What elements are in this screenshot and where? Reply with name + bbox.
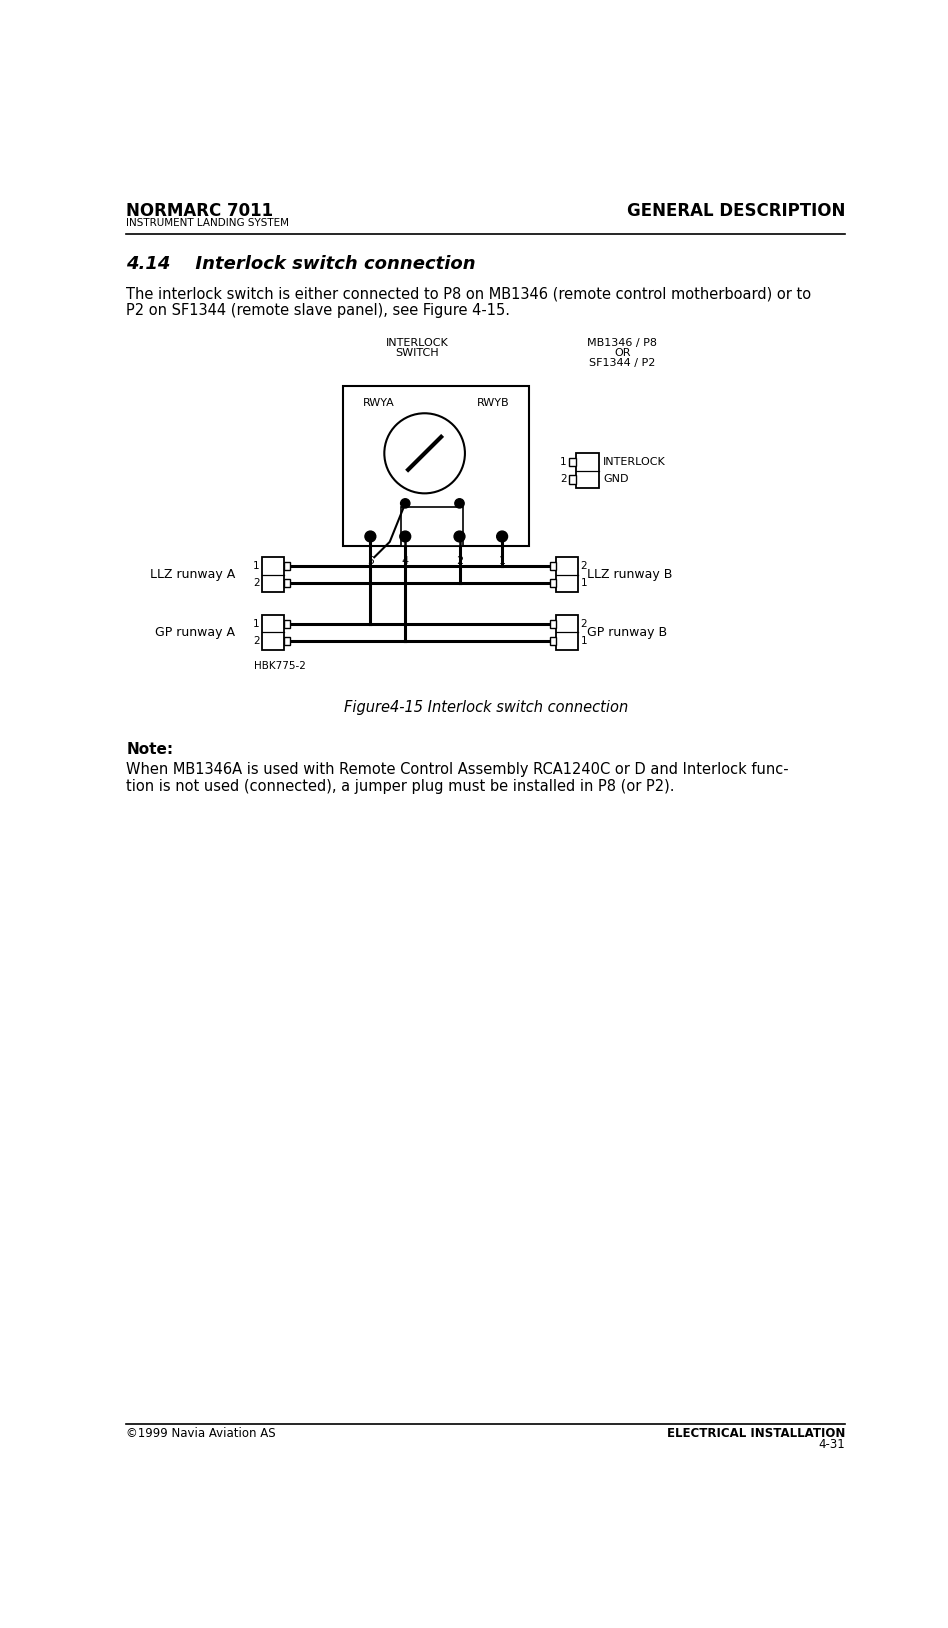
Text: 1: 1	[580, 637, 587, 646]
Text: MB1346 / P8: MB1346 / P8	[587, 339, 657, 348]
Text: SF1344 / P2: SF1344 / P2	[589, 358, 655, 368]
Bar	[343, 386, 529, 545]
Bar	[550, 580, 556, 588]
Text: Note:: Note:	[126, 742, 173, 757]
Circle shape	[497, 531, 507, 542]
Text: P2 on SF1344 (remote slave panel), see Figure 4-15.: P2 on SF1344 (remote slave panel), see F…	[126, 303, 510, 317]
Text: 5: 5	[367, 557, 374, 567]
Text: GND: GND	[603, 474, 629, 484]
Bar	[283, 637, 290, 645]
Text: LLZ runway A: LLZ runway A	[150, 568, 235, 581]
Text: NORMARC 7011: NORMARC 7011	[126, 202, 273, 220]
Text: Figure4-15 Interlock switch connection: Figure4-15 Interlock switch connection	[344, 700, 628, 715]
Text: 4: 4	[402, 557, 409, 567]
Circle shape	[365, 531, 375, 542]
Text: 4.14    Interlock switch connection: 4.14 Interlock switch connection	[126, 256, 476, 274]
Text: INTERLOCK: INTERLOCK	[603, 457, 665, 467]
Bar	[550, 562, 556, 570]
Circle shape	[401, 498, 410, 508]
Text: 2: 2	[456, 557, 463, 567]
Text: 1: 1	[499, 557, 505, 567]
Text: SWITCH: SWITCH	[395, 348, 439, 358]
Text: GP runway A: GP runway A	[155, 625, 235, 638]
Text: 2: 2	[580, 562, 587, 571]
Circle shape	[454, 531, 465, 542]
Bar	[283, 562, 290, 570]
Text: The interlock switch is either connected to P8 on MB1346 (remote control motherb: The interlock switch is either connected…	[126, 287, 811, 301]
Circle shape	[455, 498, 465, 508]
Text: 2: 2	[580, 619, 587, 628]
Text: INTERLOCK: INTERLOCK	[386, 339, 448, 348]
Bar	[262, 557, 283, 593]
Text: 1: 1	[253, 619, 260, 628]
Text: RWYB: RWYB	[477, 397, 510, 409]
Bar	[283, 620, 290, 627]
Text: When MB1346A is used with Remote Control Assembly RCA1240C or D and Interlock fu: When MB1346A is used with Remote Control…	[126, 762, 789, 777]
Circle shape	[400, 531, 410, 542]
Bar	[550, 637, 556, 645]
Bar	[550, 620, 556, 627]
Text: LLZ runway B: LLZ runway B	[588, 568, 673, 581]
Bar	[556, 557, 578, 593]
Text: 2: 2	[253, 637, 260, 646]
Text: INSTRUMENT LANDING SYSTEM: INSTRUMENT LANDING SYSTEM	[126, 218, 289, 228]
Text: GENERAL DESCRIPTION: GENERAL DESCRIPTION	[627, 202, 846, 220]
Text: OR: OR	[614, 348, 630, 358]
Bar	[283, 580, 290, 588]
Bar	[569, 475, 575, 484]
Bar	[575, 453, 599, 488]
Text: ©1999 Navia Aviation AS: ©1999 Navia Aviation AS	[126, 1428, 276, 1441]
Circle shape	[384, 414, 465, 493]
Bar	[262, 615, 283, 650]
Bar	[556, 615, 578, 650]
Text: 1: 1	[580, 578, 587, 588]
Bar	[401, 508, 464, 545]
Bar	[569, 457, 575, 466]
Text: 2: 2	[253, 578, 260, 588]
Text: 1: 1	[253, 562, 260, 571]
Text: ELECTRICAL INSTALLATION: ELECTRICAL INSTALLATION	[667, 1428, 846, 1441]
Text: 1: 1	[560, 457, 567, 467]
Text: tion is not used (connected), a jumper plug must be installed in P8 (or P2).: tion is not used (connected), a jumper p…	[126, 780, 675, 794]
Text: 4-31: 4-31	[819, 1438, 846, 1451]
Text: GP runway B: GP runway B	[588, 625, 667, 638]
Text: RWYA: RWYA	[363, 397, 394, 409]
Text: HBK775-2: HBK775-2	[254, 661, 306, 671]
Text: 2: 2	[560, 474, 567, 484]
